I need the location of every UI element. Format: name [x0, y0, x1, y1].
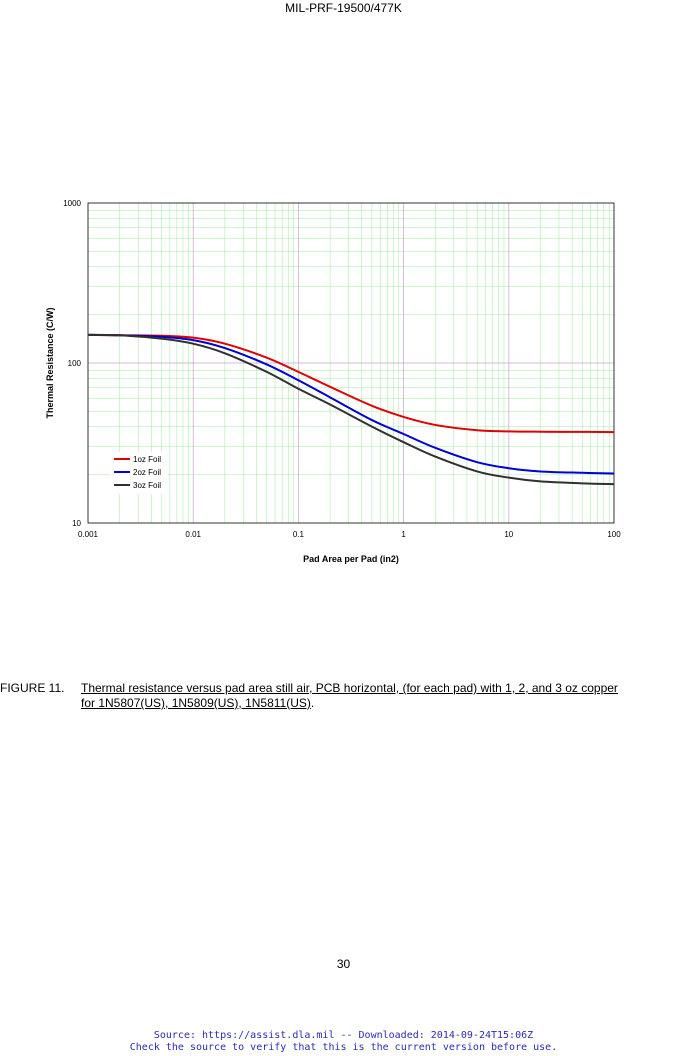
y-tick-label: 1000 — [63, 199, 81, 208]
series-line-3 — [87, 333, 615, 486]
figure-caption-line2-text: for 1N5807(US), 1N5809(US), 1N5811(US) — [81, 696, 311, 710]
legend-label-1: 1oz Foil — [133, 455, 161, 464]
x-tick-label: 0.01 — [185, 530, 201, 539]
x-tick-label: 100 — [607, 530, 621, 539]
source-footer: Source: https://assist.dla.mil -- Downlo… — [0, 1030, 687, 1054]
thermal-resistance-chart: 0.001 0.01 0.1 1 10 100 10 100 1000 Pad Area pe… — [45, 199, 621, 564]
x-axis-title: Pad Area per Pad (in2) — [303, 554, 399, 564]
chart-legend: 1oz Foil 2oz Foil 3oz Foil — [110, 452, 168, 494]
page-number: 30 — [336, 957, 351, 971]
footer-line-1: Source: https://assist.dla.mil -- Downlo… — [153, 1030, 534, 1041]
x-tick-label: 0.1 — [293, 530, 305, 539]
legend-label-3: 3oz Foil — [133, 481, 161, 490]
x-tick-label: 1 — [401, 530, 406, 539]
y-tick-labels: 10 100 1000 — [63, 199, 81, 528]
legend-label-2: 2oz Foil — [133, 468, 161, 477]
figure-caption-line1: Thermal resistance versus pad area still… — [81, 681, 618, 695]
document-header: MIL-PRF-19500/477K — [285, 1, 402, 15]
y-tick-label: 10 — [72, 519, 81, 528]
figure-caption-text: Thermal resistance versus pad area still… — [81, 681, 687, 711]
figure-number: FIGURE 11. — [0, 681, 65, 695]
series-lines — [87, 333, 615, 486]
series-line-1 — [87, 333, 615, 434]
y-tick-label: 100 — [68, 359, 82, 368]
grid-major — [88, 203, 614, 523]
y-axis-title: Thermal Resistance (C/W) — [45, 307, 55, 418]
x-tick-label: 0.001 — [78, 530, 99, 539]
series-line-2 — [87, 333, 615, 475]
plot-frame — [87, 202, 615, 524]
x-tick-labels: 0.001 0.01 0.1 1 10 100 — [78, 530, 621, 539]
figure-caption-line2: for 1N5807(US), 1N5809(US), 1N5811(US). — [81, 696, 315, 710]
footer-line-2: Check the source to verify that this is … — [129, 1042, 558, 1053]
x-tick-label: 10 — [504, 530, 513, 539]
